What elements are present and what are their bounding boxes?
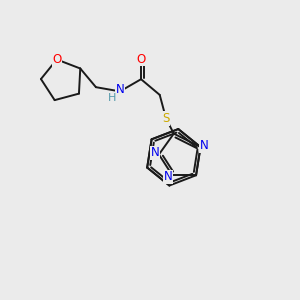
Text: N: N — [200, 139, 209, 152]
Text: H: H — [107, 93, 116, 103]
Text: S: S — [162, 112, 170, 125]
Text: N: N — [151, 146, 159, 160]
Text: O: O — [52, 53, 62, 66]
Text: N: N — [164, 170, 173, 183]
Text: N: N — [116, 82, 124, 95]
Text: O: O — [136, 52, 146, 65]
